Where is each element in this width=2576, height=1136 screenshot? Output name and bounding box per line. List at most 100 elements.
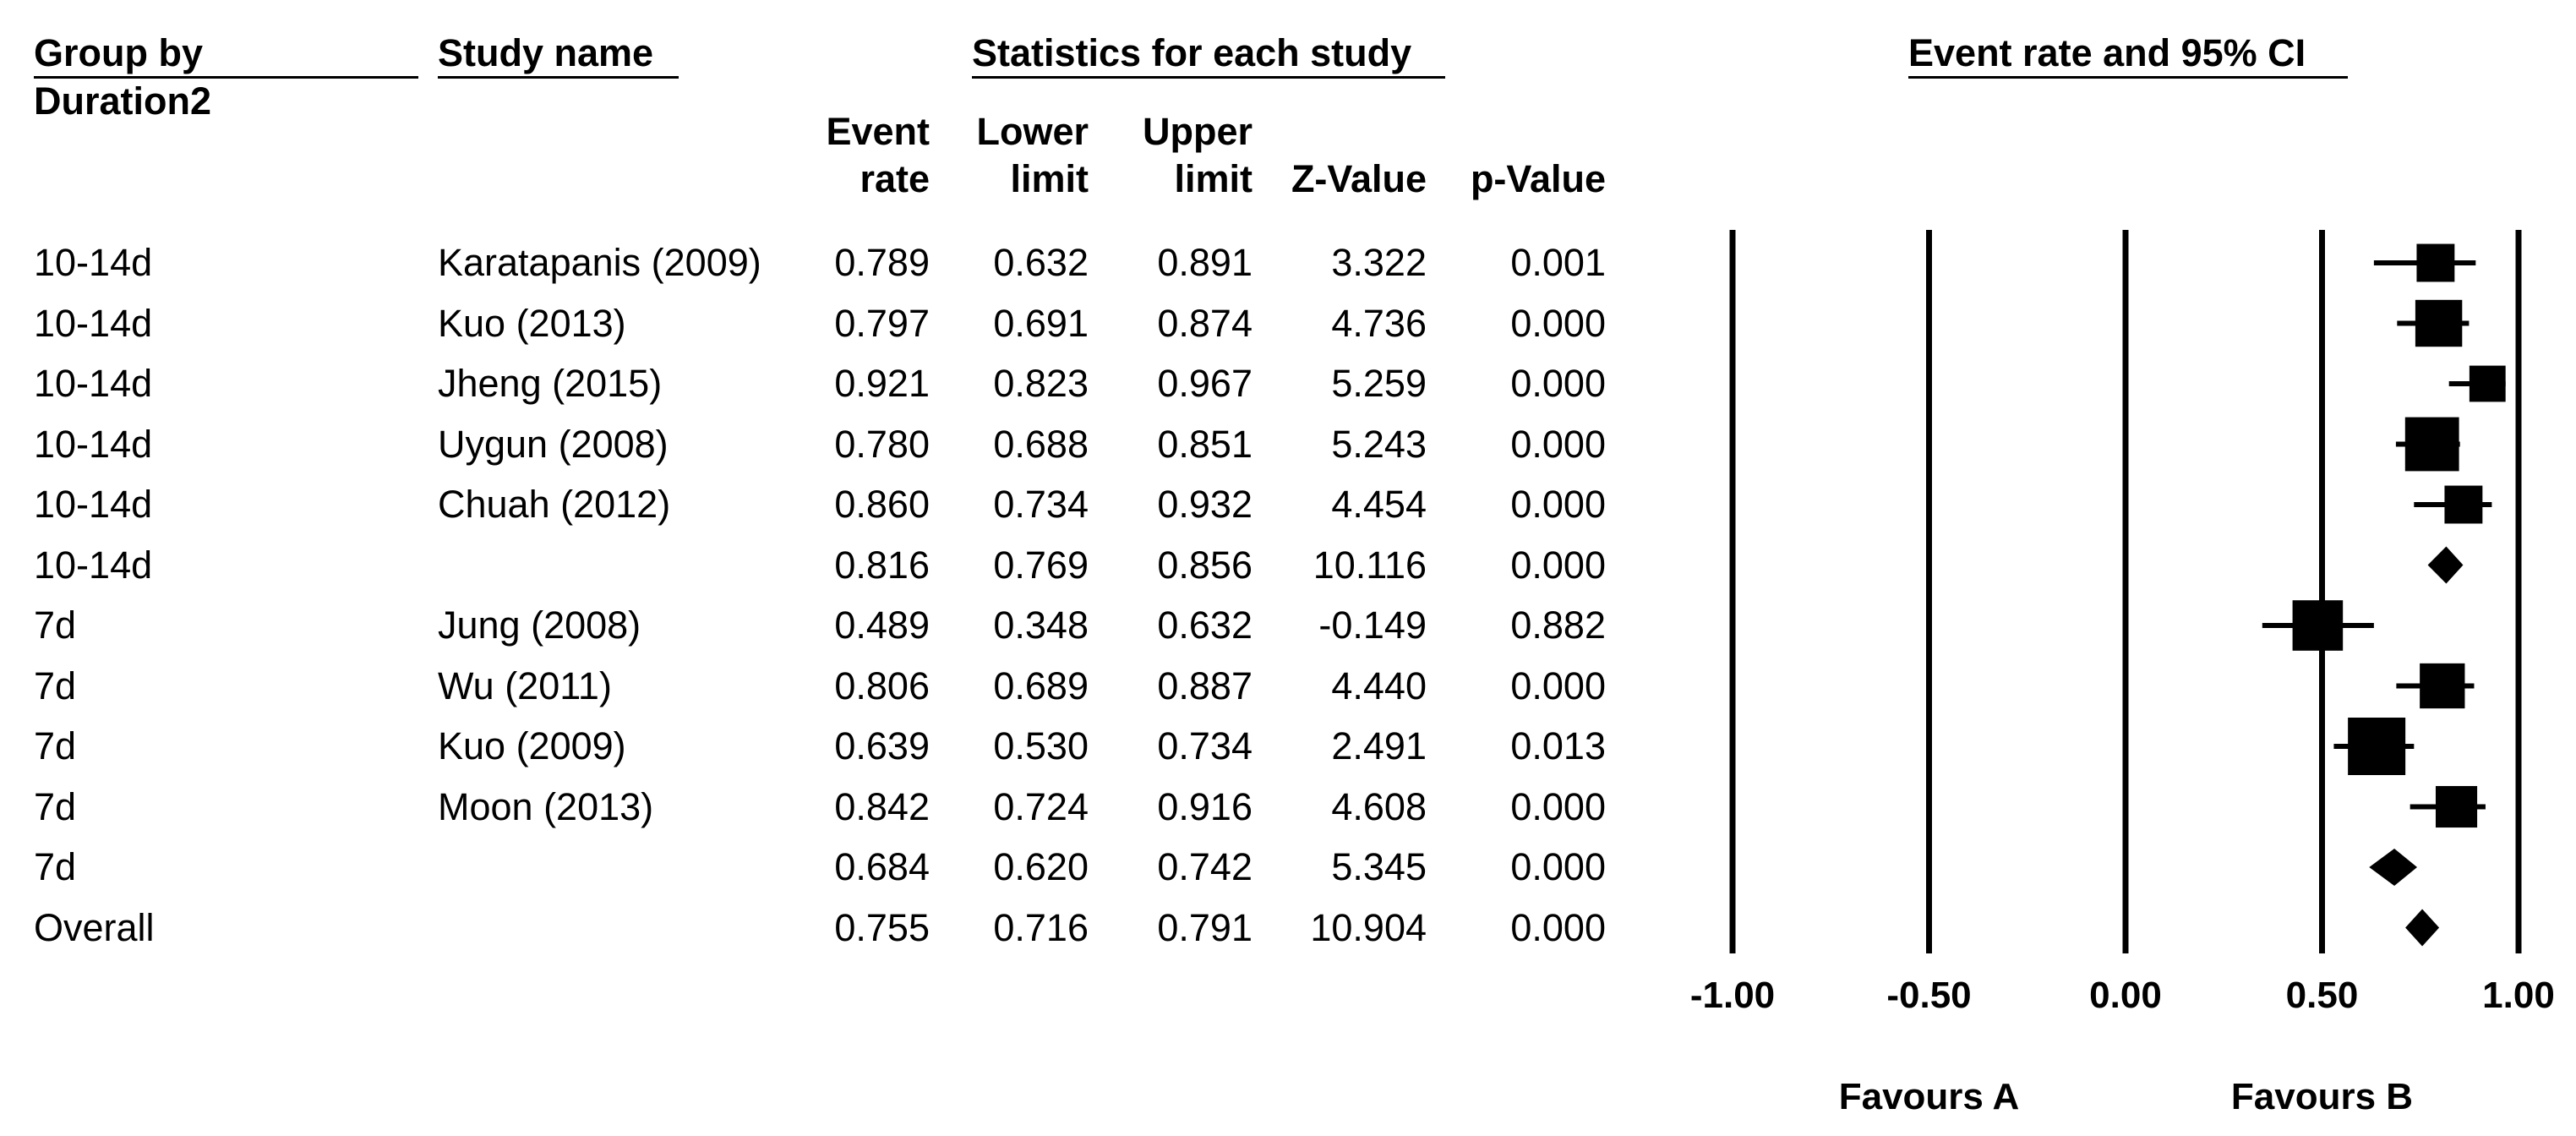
study-estimate-marker (2415, 299, 2463, 347)
study-estimate-marker (2404, 417, 2459, 472)
lower-limit-cell: 0.724 (993, 784, 1089, 828)
p-value-cell: 0.000 (1510, 543, 1606, 587)
study-estimate-marker (2420, 663, 2465, 709)
group-variable-label: Duration2 (34, 79, 212, 123)
statistics-underline (972, 76, 1445, 79)
z-value-cell: 2.491 (1331, 724, 1427, 767)
upper-limit-cell: 0.856 (1157, 543, 1253, 587)
study-cell: Jung (2008) (438, 604, 641, 647)
group-cell: 7d (34, 724, 77, 767)
group-cell: 10-14d (34, 301, 153, 345)
z-value-cell: 4.736 (1331, 301, 1427, 345)
group-cell: 10-14d (34, 422, 153, 466)
lower-limit-cell: 0.632 (993, 241, 1089, 284)
study-estimate-marker (2348, 718, 2406, 775)
x-tick-label: 0.50 (2286, 975, 2359, 1016)
z-value-cell: 5.243 (1331, 422, 1427, 466)
lower-limit-cell: 0.688 (993, 422, 1089, 466)
event-rate-cell: 0.755 (834, 905, 930, 949)
col-header-lower-limit: Lower limit (976, 110, 1089, 200)
study-cell: Uygun (2008) (438, 422, 669, 466)
lower-limit-cell: 0.716 (993, 905, 1089, 949)
upper-limit-cell: 0.791 (1157, 905, 1253, 949)
upper-limit-cell: 0.891 (1157, 241, 1253, 284)
group-cell: 10-14d (34, 241, 153, 284)
group-cell: 10-14d (34, 483, 153, 526)
study-estimate-marker (2416, 243, 2455, 282)
study-estimate-marker (2435, 785, 2478, 828)
favours-a-label: Favours A (1839, 1076, 2020, 1117)
study-cell: Chuah (2012) (438, 483, 671, 526)
upper-limit-cell: 0.742 (1157, 845, 1253, 888)
z-value-cell: 3.322 (1331, 241, 1427, 284)
event-rate-cell: 0.816 (834, 543, 930, 587)
group-cell: 7d (34, 604, 77, 647)
p-value-cell: 0.013 (1510, 724, 1606, 767)
study-cell: Kuo (2009) (438, 724, 626, 767)
event-rate-cell: 0.797 (834, 301, 930, 345)
lower-limit-cell: 0.689 (993, 664, 1089, 707)
study-cell: Moon (2013) (438, 784, 654, 828)
z-value-cell: 4.608 (1331, 784, 1427, 828)
z-value-cell: 4.454 (1331, 483, 1427, 526)
group-cell: 10-14d (34, 543, 153, 587)
col-header-p-value: p-Value (1470, 157, 1606, 200)
z-value-cell: 5.259 (1331, 362, 1427, 405)
x-tick-label: 1.00 (2482, 975, 2555, 1016)
x-tick-label: -0.50 (1886, 975, 1971, 1016)
x-tick-label: -1.00 (1690, 975, 1775, 1016)
col-header-upper-limit: Upper limit (1142, 110, 1253, 200)
upper-limit-cell: 0.632 (1157, 604, 1253, 647)
col-header-event-rate: Event rate (826, 110, 930, 200)
upper-limit-cell: 0.887 (1157, 664, 1253, 707)
study-cell: Karatapanis (2009) (438, 241, 761, 284)
p-value-cell: 0.001 (1510, 241, 1606, 284)
z-value-cell: 5.345 (1331, 845, 1427, 888)
p-value-cell: 0.000 (1510, 362, 1606, 405)
lower-limit-cell: 0.769 (993, 543, 1089, 587)
study-name-header: Study name (438, 31, 654, 74)
upper-limit-cell: 0.916 (1157, 784, 1253, 828)
study-estimate-marker (2444, 485, 2483, 524)
statistics-header: Statistics for each study (972, 31, 1412, 74)
group-by-header: Group by (34, 31, 203, 74)
z-value-cell: -0.149 (1318, 604, 1427, 647)
upper-limit-cell: 0.932 (1157, 483, 1253, 526)
favours-b-label: Favours B (2231, 1076, 2413, 1117)
group-cell: 7d (34, 664, 77, 707)
p-value-cell: 0.000 (1510, 845, 1606, 888)
p-value-cell: 0.000 (1510, 301, 1606, 345)
plot-title: Event rate and 95% CI (1908, 31, 2306, 74)
event-rate-cell: 0.639 (834, 724, 930, 767)
summary-diamond (2405, 909, 2440, 947)
p-value-cell: 0.000 (1510, 664, 1606, 707)
study-estimate-marker (2469, 365, 2506, 402)
group-cell: 7d (34, 784, 77, 828)
p-value-cell: 0.000 (1510, 422, 1606, 466)
col-header-z-value: Z-Value (1291, 157, 1427, 200)
event-rate-cell: 0.489 (834, 604, 930, 647)
event-rate-cell: 0.860 (834, 483, 930, 526)
event-rate-cell: 0.921 (834, 362, 930, 405)
upper-limit-cell: 0.967 (1157, 362, 1253, 405)
p-value-cell: 0.000 (1510, 483, 1606, 526)
lower-limit-cell: 0.823 (993, 362, 1089, 405)
group-by-underline (34, 76, 418, 79)
summary-diamond (2369, 849, 2418, 886)
group-cell: Overall (34, 905, 155, 949)
event-rate-cell: 0.806 (834, 664, 930, 707)
event-rate-cell: 0.684 (834, 845, 930, 888)
lower-limit-cell: 0.620 (993, 845, 1089, 888)
group-cell: 7d (34, 845, 77, 888)
upper-limit-cell: 0.851 (1157, 422, 1253, 466)
upper-limit-cell: 0.734 (1157, 724, 1253, 767)
lower-limit-cell: 0.691 (993, 301, 1089, 345)
study-cell: Wu (2011) (438, 664, 612, 707)
plot-title-underline (1908, 76, 2348, 79)
event-rate-cell: 0.789 (834, 241, 930, 284)
event-rate-cell: 0.842 (834, 784, 930, 828)
lower-limit-cell: 0.530 (993, 724, 1089, 767)
z-value-cell: 10.116 (1313, 543, 1427, 587)
